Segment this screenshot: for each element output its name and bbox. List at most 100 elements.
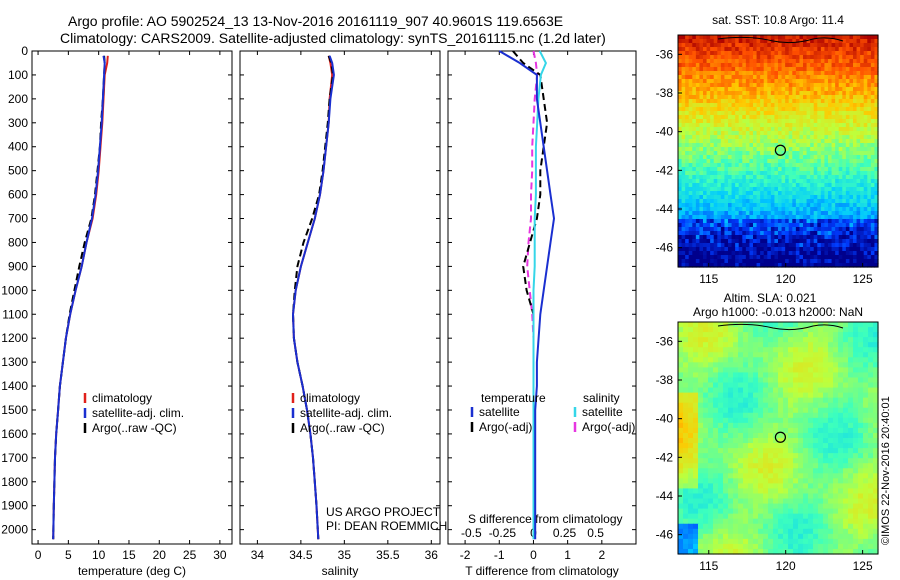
sst-map-cell [810,67,815,72]
sst-map-cell [792,251,797,256]
sla-map-cell [693,448,699,454]
sla-map-cell [693,397,699,404]
sst-map-cell [735,87,740,92]
sst-map-cell [749,231,754,236]
sst-map-cell [738,91,743,96]
sla-map-cell [748,402,754,409]
sst-map-cell [813,47,818,52]
sla-map-cell [868,463,874,469]
sst-map-cell [745,219,751,224]
sla-map-cell [678,357,684,363]
sst-map-cell [745,263,751,268]
sla-map-cell [698,427,704,434]
sst-map-cell [692,119,697,124]
sla-map-cell [793,382,799,389]
sst-map-cell [692,199,697,204]
sst-map-cell [749,111,754,116]
sst-map-cell [838,131,843,136]
sla-map-cell [783,488,789,495]
sst-map-cell [824,43,829,48]
sst-map-cell [788,179,793,184]
sst-map-cell [785,67,790,72]
sla-map-cell [703,503,709,510]
sla-map-cell [778,397,784,404]
sst-map-cell [717,231,722,236]
sst-map-cell [817,163,822,168]
sla-map-cell [863,332,869,338]
sst-map-cell [835,63,840,68]
sla-map-cell [678,402,684,409]
sst-map-cell [713,75,718,80]
sst-map-cell [835,247,840,252]
sst-map-cell [699,139,704,144]
sla-map-cell [788,503,794,510]
sla-map-cell [768,372,774,379]
sst-map-cell [792,171,797,176]
sst-map-cell [803,147,808,152]
sla-map-cell [718,427,724,434]
sst-map-cell [831,207,836,212]
sst-map-cell [767,43,772,48]
sst-map-cell [849,167,854,172]
sst-map-cell [681,195,686,200]
sst-map-cell [770,99,776,104]
sla-map-cell [758,382,764,389]
sst-map-cell [724,171,729,176]
sst-map-cell [788,107,793,112]
sla-map-cell [748,357,754,363]
sst-map-cell [678,35,683,40]
sst-map-cell [835,95,840,100]
sst-map-cell [720,51,726,56]
sst-map-cell [785,79,790,84]
differences-xtick-label: -1 [494,548,505,562]
sst-map-cell [792,115,797,120]
sst-map-cell [828,95,833,100]
sst-map-cell [703,171,708,176]
sla-map-cell [803,432,809,439]
sla-map-cell [753,392,759,399]
sla-map-cell [753,387,759,394]
sst-map-cell [813,35,818,40]
sst-map-cell [753,143,758,148]
sla-map-cell [848,342,854,348]
sla-map-cell [873,412,879,419]
sla-map-cell [778,327,784,333]
sla-map-cell [733,432,739,439]
sst-map-cell [706,95,711,100]
sla-map-cell [868,342,874,348]
sst-map-cell [699,127,704,132]
sst-map-cell [774,83,779,88]
sst-map-cell [831,219,836,224]
sst-map-cell [710,43,715,48]
sst-map-cell [745,115,751,120]
sla-map-cell [763,493,769,500]
sst-map-cell [731,239,736,244]
sst-map-cell [749,107,754,112]
sst-map-cell [853,107,858,112]
sla-map-cell [788,463,794,469]
sst-map-cell [817,91,822,96]
sla-map-cell [733,463,739,469]
sla-map-cell [863,438,869,444]
sst-map-cell [753,51,758,56]
sla-map-cell [798,438,804,444]
sla-map-cell [858,412,864,419]
sst-map-cell [849,87,854,92]
sst-map-cell [703,131,708,136]
sst-map-cell [799,211,804,216]
sla-map-cell [733,327,739,333]
sst-map-cell [838,59,843,64]
sla-map-cell [863,357,869,363]
sst-map-cell [849,215,854,220]
sla-map-cell [823,387,829,394]
sst-map-cell [831,171,836,176]
sst-map-cell [778,199,783,204]
sla-map-cell [773,438,779,444]
sla-map-cell [733,337,739,343]
sla-map-cell [708,412,714,419]
sst-map-cell [724,155,729,160]
sla-map-cell [708,372,714,379]
sst-map-cell [853,35,858,40]
sst-map-cell [813,171,818,176]
sst-map-cell [756,75,761,80]
